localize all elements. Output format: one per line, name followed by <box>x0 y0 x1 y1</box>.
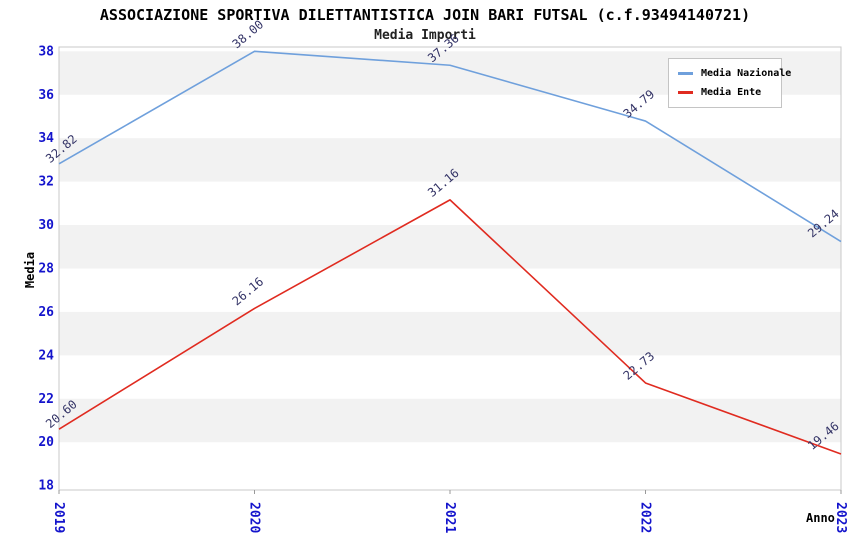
legend-item-media-ente: Media Ente <box>678 83 777 102</box>
x-tick-label: 2020 <box>247 502 262 533</box>
x-tick-label: 2023 <box>833 502 848 533</box>
legend: Media Nazionale Media Ente <box>668 58 791 108</box>
data-point-label: 26.16 <box>230 274 267 308</box>
legend-item-media-nazionale: Media Nazionale <box>678 64 791 83</box>
y-tick-label: 32 <box>38 175 54 190</box>
series-line-media-nazionale <box>58 50 842 243</box>
data-point-label: 38.00 <box>230 17 267 51</box>
y-axis-title: Media <box>23 251 37 289</box>
y-tick-label: 18 <box>38 479 54 494</box>
legend-line-swatch-icon <box>678 72 693 75</box>
grid-band <box>59 398 841 443</box>
x-tick-label: 2021 <box>442 502 457 533</box>
y-tick-label: 30 <box>38 218 54 233</box>
legend-line-swatch-icon <box>678 91 693 94</box>
chart-subtitle: Media Importi <box>374 28 476 43</box>
y-tick-label: 24 <box>38 348 54 363</box>
grid-band <box>59 138 841 182</box>
y-tick-label: 36 <box>38 88 54 103</box>
x-tick-label: 2022 <box>638 502 653 533</box>
y-tick-label: 38 <box>38 44 54 59</box>
x-tick-label: 2019 <box>51 502 66 533</box>
grid-band <box>59 311 841 356</box>
legend-label: Media Ente <box>701 87 762 98</box>
legend-label: Media Nazionale <box>701 68 792 79</box>
y-tick-label: 28 <box>38 262 54 277</box>
x-axis-title: Anno <box>806 511 835 525</box>
grid-band <box>59 225 841 269</box>
y-tick-label: 20 <box>38 435 54 450</box>
series-line-media-ente <box>58 199 842 455</box>
y-tick-label: 26 <box>38 305 54 320</box>
chart-title: ASSOCIAZIONE SPORTIVA DILETTANTISTICA JO… <box>99 6 751 24</box>
y-tick-label: 34 <box>38 131 54 146</box>
y-tick-label: 22 <box>38 392 54 407</box>
